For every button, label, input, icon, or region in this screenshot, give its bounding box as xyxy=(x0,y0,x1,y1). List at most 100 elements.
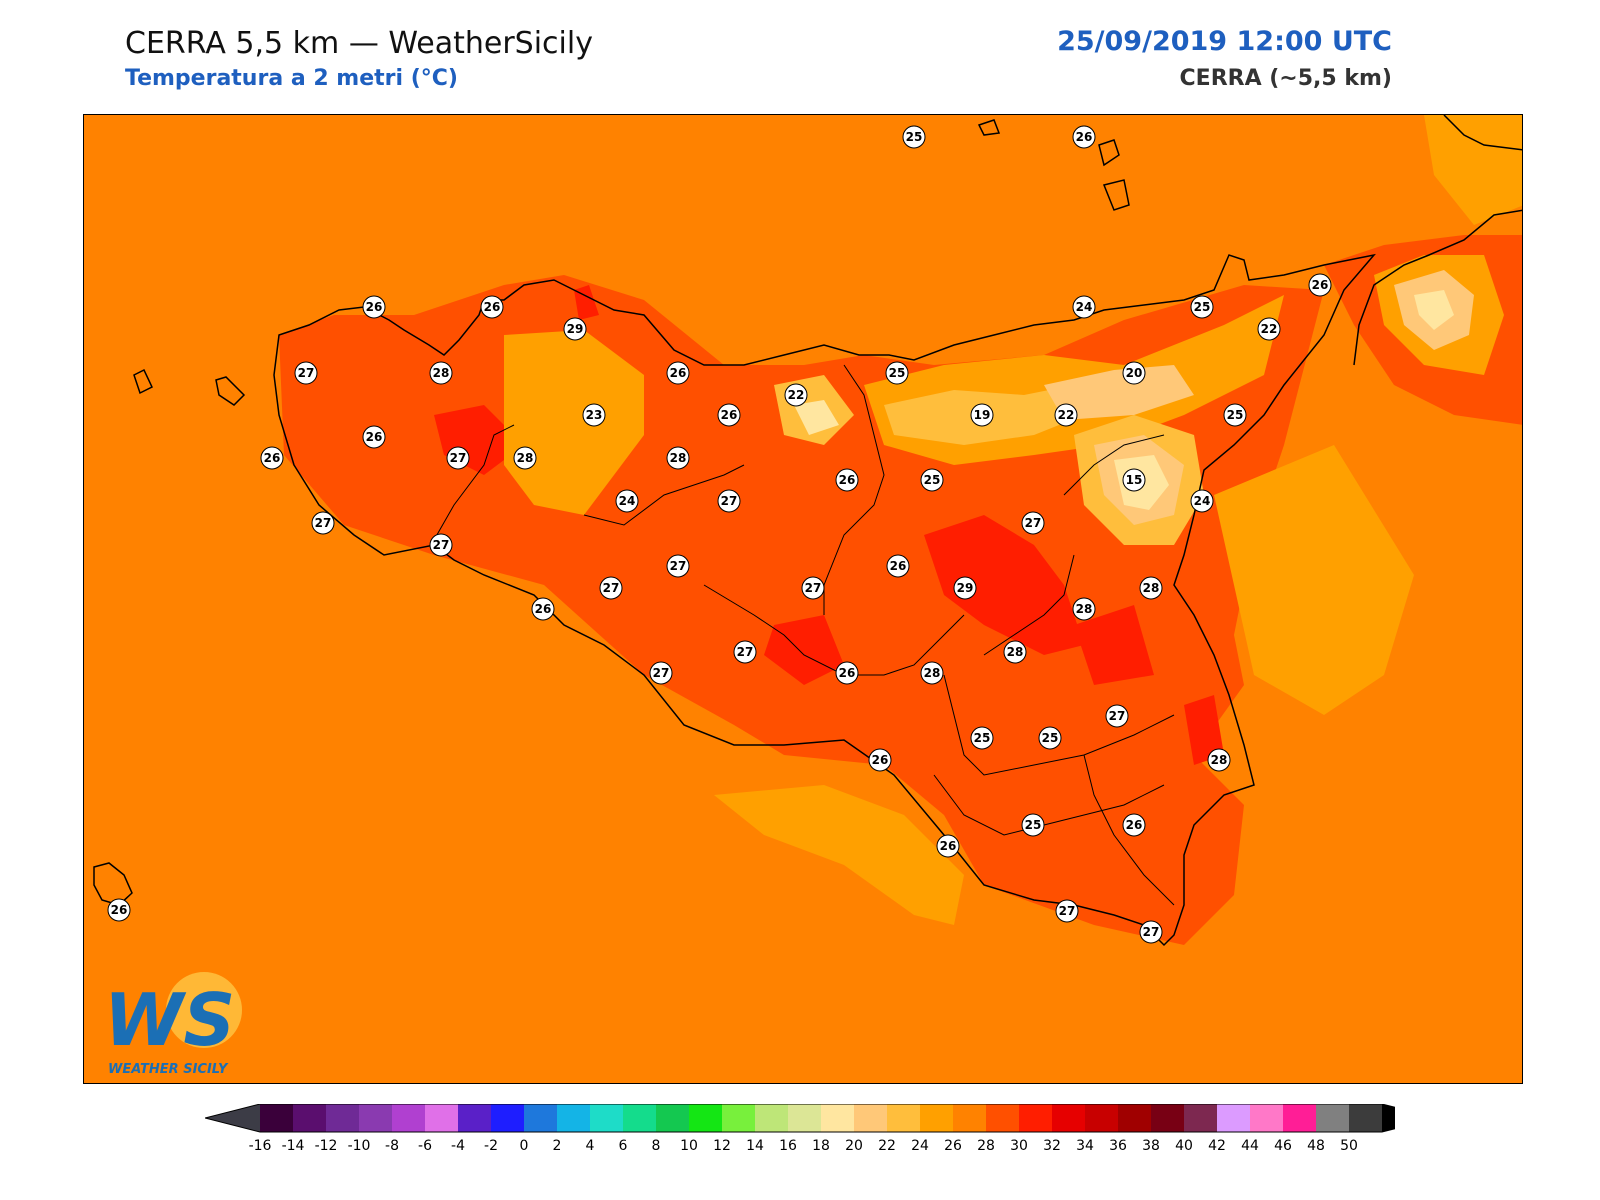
station-marker[interactable]: 26 xyxy=(107,898,131,922)
station-marker[interactable]: 26 xyxy=(480,295,504,319)
station-value: 26 xyxy=(890,559,907,573)
station-value: 26 xyxy=(839,473,856,487)
station-marker[interactable]: 28 xyxy=(429,361,453,385)
colorbar-swatch xyxy=(1151,1104,1184,1132)
colorbar-swatch xyxy=(260,1104,293,1132)
colorbar-tick-label: -12 xyxy=(315,1138,338,1154)
station-value: 15 xyxy=(1126,473,1143,487)
station-marker[interactable]: 27 xyxy=(1139,920,1163,944)
station-marker[interactable]: 27 xyxy=(649,661,673,685)
station-marker[interactable]: 27 xyxy=(733,640,757,664)
colorbar-swatch xyxy=(722,1104,755,1132)
colorbar-tick-label: -8 xyxy=(385,1138,399,1154)
station-marker[interactable]: 24 xyxy=(1190,489,1214,513)
colorbar-tick-label: 34 xyxy=(1076,1138,1094,1154)
station-value: 22 xyxy=(1058,408,1075,422)
station-marker[interactable]: 26 xyxy=(531,597,555,621)
station-value: 27 xyxy=(1025,516,1042,530)
station-marker[interactable]: 26 xyxy=(1072,125,1096,149)
station-marker[interactable]: 26 xyxy=(835,468,859,492)
colorbar-tick-label: 36 xyxy=(1109,1138,1127,1154)
field-28-30-siracusa xyxy=(1184,695,1224,765)
station-marker[interactable]: 25 xyxy=(1223,403,1247,427)
station-marker[interactable]: 27 xyxy=(1105,704,1129,728)
station-marker[interactable]: 25 xyxy=(920,468,944,492)
model-label: CERRA (~5,5 km) xyxy=(1179,66,1392,91)
colorbar-swatch xyxy=(821,1104,854,1132)
station-value: 20 xyxy=(1126,366,1143,380)
station-marker[interactable]: 27 xyxy=(599,576,623,600)
station-marker[interactable]: 27 xyxy=(1021,511,1045,535)
station-marker[interactable]: 26 xyxy=(868,748,892,772)
station-marker[interactable]: 15 xyxy=(1122,468,1146,492)
colorbar-swatch xyxy=(887,1104,920,1132)
colorbar-swatch xyxy=(1085,1104,1118,1132)
station-marker[interactable]: 28 xyxy=(666,446,690,470)
colorbar-swatch xyxy=(1349,1104,1382,1132)
station-marker[interactable]: 26 xyxy=(666,361,690,385)
station-value: 26 xyxy=(1076,130,1093,144)
station-marker[interactable]: 26 xyxy=(1308,273,1332,297)
station-marker[interactable]: 26 xyxy=(1122,813,1146,837)
station-markers: 25 26 26 26 29 27 28 26 22 25 24 25 22 2… xyxy=(107,125,1332,944)
station-marker[interactable]: 25 xyxy=(902,125,926,149)
colorbar-tick-label: 24 xyxy=(911,1138,929,1154)
station-marker[interactable]: 25 xyxy=(885,361,909,385)
field-20-22-west-nebrodi xyxy=(794,400,839,435)
station-value: 23 xyxy=(586,408,603,422)
field-calabria-north xyxy=(1424,115,1522,225)
station-marker[interactable]: 26 xyxy=(362,295,386,319)
station-value: 25 xyxy=(906,130,923,144)
colorbar-swatch xyxy=(1184,1104,1217,1132)
temperature-map[interactable]: 25 26 26 26 29 27 28 26 22 25 24 25 22 2… xyxy=(83,114,1523,1084)
station-marker[interactable]: 26 xyxy=(886,554,910,578)
station-marker[interactable]: 26 xyxy=(260,446,284,470)
colorbar-swatch xyxy=(1250,1104,1283,1132)
station-marker[interactable]: 27 xyxy=(717,489,741,513)
station-marker[interactable]: 29 xyxy=(953,576,977,600)
station-value: 28 xyxy=(924,666,941,680)
station-marker[interactable]: 22 xyxy=(1054,403,1078,427)
station-marker[interactable]: 27 xyxy=(446,446,470,470)
station-marker[interactable]: 28 xyxy=(1207,748,1231,772)
colorbar-tick-label: 18 xyxy=(812,1138,830,1154)
station-marker[interactable]: 25 xyxy=(1021,813,1045,837)
field-28-30-center xyxy=(924,515,1084,655)
station-marker[interactable]: 27 xyxy=(666,554,690,578)
station-marker[interactable]: 28 xyxy=(1003,640,1027,664)
colorbar-swatch xyxy=(689,1104,722,1132)
field-28-30-east xyxy=(1074,605,1154,685)
station-value: 28 xyxy=(1143,581,1160,595)
station-marker[interactable]: 27 xyxy=(1055,899,1079,923)
station-marker[interactable]: 26 xyxy=(936,834,960,858)
station-marker[interactable]: 28 xyxy=(1139,576,1163,600)
station-marker[interactable]: 27 xyxy=(429,533,453,557)
station-value: 25 xyxy=(889,366,906,380)
station-marker[interactable]: 27 xyxy=(294,361,318,385)
station-marker[interactable]: 26 xyxy=(835,661,859,685)
station-marker[interactable]: 27 xyxy=(311,511,335,535)
station-marker[interactable]: 22 xyxy=(784,383,808,407)
station-marker[interactable]: 26 xyxy=(717,403,741,427)
colorbar-swatch xyxy=(656,1104,689,1132)
colorbar-tick-label: 30 xyxy=(1010,1138,1028,1154)
station-marker[interactable]: 25 xyxy=(1190,295,1214,319)
station-marker[interactable]: 25 xyxy=(1038,726,1062,750)
station-marker[interactable]: 27 xyxy=(801,576,825,600)
station-marker[interactable]: 28 xyxy=(920,661,944,685)
station-marker[interactable]: 26 xyxy=(362,425,386,449)
station-marker[interactable]: 24 xyxy=(615,489,639,513)
station-value: 26 xyxy=(1126,818,1143,832)
station-marker[interactable]: 28 xyxy=(1072,597,1096,621)
station-marker[interactable]: 19 xyxy=(970,403,994,427)
station-marker[interactable]: 22 xyxy=(1257,317,1281,341)
station-marker[interactable]: 23 xyxy=(582,403,606,427)
station-marker[interactable]: 25 xyxy=(970,726,994,750)
station-marker[interactable]: 28 xyxy=(513,446,537,470)
colorbar-tick-label: 46 xyxy=(1274,1138,1292,1154)
station-value: 25 xyxy=(1227,408,1244,422)
station-marker[interactable]: 24 xyxy=(1072,295,1096,319)
station-marker[interactable]: 20 xyxy=(1122,361,1146,385)
station-marker[interactable]: 29 xyxy=(563,317,587,341)
station-value: 27 xyxy=(805,581,822,595)
